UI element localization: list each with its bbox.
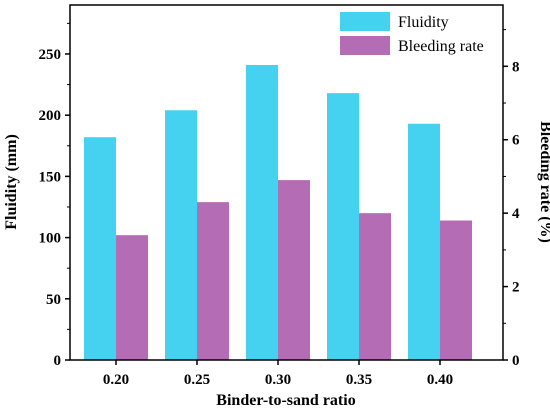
y-tick-label: 250 [39,47,62,63]
legend: Fluidity Bleeding rate [340,12,484,55]
left-axis: 0 50 100 150 200 250 [39,22,70,369]
bar-fluidity-0.30 [246,64,278,360]
bar-bleeding-rate-0.40 [440,220,472,360]
y2-tick-label: 0 [512,353,520,369]
legend-swatch-bleeding-rate [340,36,390,55]
x-tick-label: 0.35 [346,372,372,388]
bar-fluidity-0.25 [165,110,197,360]
x-tick-label: 0.20 [103,372,129,388]
bar-fluidity-0.40 [408,123,440,360]
x-tick-label: 0.30 [265,372,291,388]
x-axis: 0.20 0.25 0.30 0.35 0.40 [103,360,453,388]
right-axis: 0 2 4 6 8 [503,29,520,369]
legend-swatch-fluidity [340,12,390,31]
y2-tick-label: 8 [512,59,520,75]
x-tick-label: 0.25 [184,372,210,388]
bar-bleeding-rate-0.30 [278,180,310,360]
x-axis-title: Binder-to-sand ratio [216,392,355,409]
legend-label-bleeding-rate: Bleeding rate [398,38,484,55]
y-tick-label: 150 [39,169,62,185]
bars-layer [84,64,472,360]
bar-fluidity-0.35 [327,93,359,360]
x-tick-label: 0.40 [427,372,453,388]
bar-bleeding-rate-0.25 [197,202,229,360]
y-tick-label: 50 [46,292,61,308]
y2-tick-label: 6 [512,133,520,149]
y-axis-title: Fluidity (mm) [3,134,20,230]
bar-bleeding-rate-0.20 [116,235,148,360]
y-tick-label: 100 [39,231,62,247]
y-tick-label: 200 [39,108,62,124]
y-tick-label: 0 [54,353,62,369]
bar-bleeding-rate-0.35 [359,213,391,360]
plot-frame [69,4,504,361]
y2-axis-title: Bleeding rate (%) [537,121,550,243]
bar-fluidity-0.20 [84,137,116,360]
y2-tick-label: 2 [512,280,520,296]
legend-label-fluidity: Fluidity [398,14,449,31]
y2-tick-label: 4 [512,206,520,222]
